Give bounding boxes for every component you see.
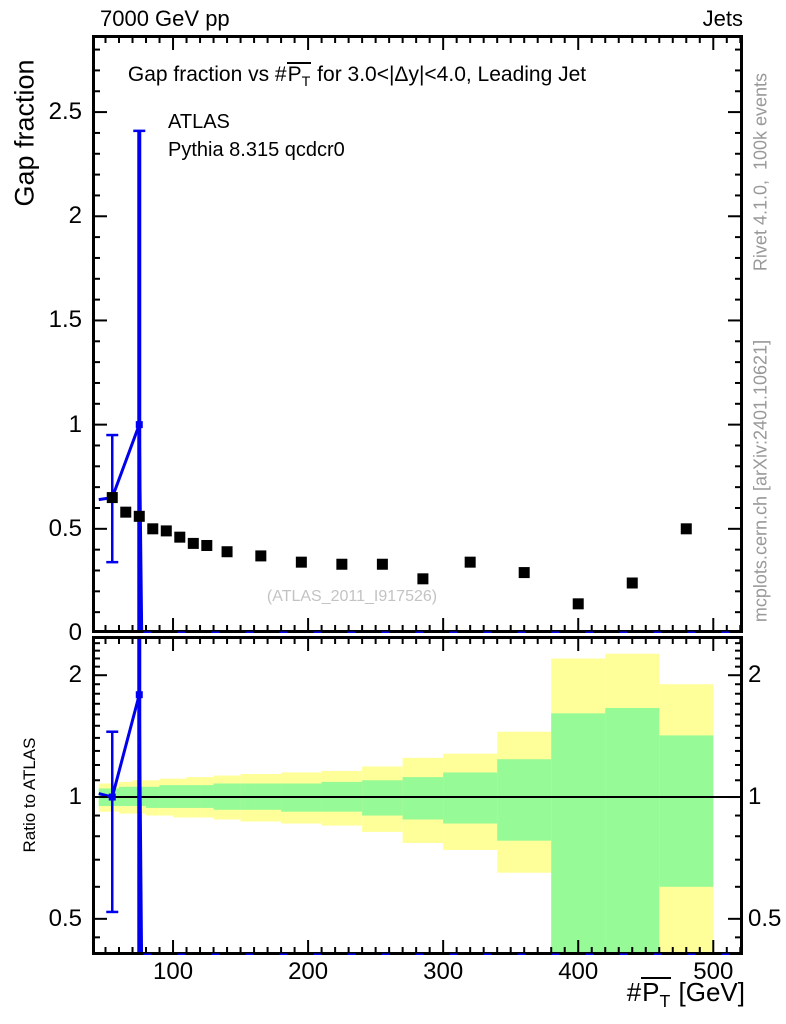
- plot-title: Gap fraction vs #PT for 3.0<|Δy|<4.0, Le…: [92, 62, 622, 90]
- plot-title-post: for 3.0<|Δy|<4.0, Leading Jet: [311, 63, 587, 86]
- pythia-ratio-curve: [98, 636, 144, 955]
- main-axes-frame: [92, 35, 743, 633]
- x-tick-label: 200: [288, 958, 329, 985]
- x-axis-title-post: [GeV]: [671, 977, 745, 1007]
- main-y-axis-title: Gap fraction: [9, 59, 40, 207]
- plot-title-pre: Gap fraction vs #: [127, 63, 287, 86]
- ratio-y-tick-label-right: 2: [748, 661, 762, 689]
- green-uncertainty-band: [98, 707, 714, 955]
- ratio-y-tick-label-left: 0.5: [48, 904, 82, 932]
- main-plot-svg: [92, 35, 743, 633]
- legend-item-atlas: ATLAS: [168, 111, 230, 133]
- x-axis-ptbar-letter: P: [642, 977, 660, 1007]
- main-y-tick-label: 1: [68, 410, 82, 438]
- x-axis-title-pre: #: [626, 977, 642, 1007]
- beam-energy-label: 7000 GeV pp: [100, 6, 230, 31]
- mcplots-arxiv-credit: mcplots.cern.ch [arXiv:2401.10621]: [750, 339, 771, 623]
- x-axis-ptbar-symbol: PT: [641, 977, 672, 1012]
- ratio-y-tick-label-right: 0.5: [748, 904, 782, 932]
- analysis-id-watermark: (ATLAS_2011_I917526): [266, 588, 438, 605]
- analysis-group-label: Jets: [702, 6, 743, 31]
- ptbar-letter: P: [287, 63, 302, 86]
- x-axis-title: #PT [GeV]: [445, 977, 745, 1011]
- ratio-plot-svg: [92, 636, 743, 955]
- ratio-y-tick-label-left: 2: [68, 661, 82, 689]
- ptbar-subscript: T: [301, 74, 311, 91]
- atlas-data-points: [106, 492, 692, 610]
- main-y-tick-label: 1.5: [48, 306, 82, 334]
- ptbar-symbol: PT: [286, 62, 312, 91]
- main-y-tick-label: 0.5: [48, 514, 82, 542]
- ratio-y-tick-label-right: 1: [748, 783, 762, 811]
- main-y-tick-label: 0: [68, 619, 82, 646]
- legend-item-pythia: Pythia 8.315 qcdcr0: [168, 139, 345, 161]
- x-tick-label: 100: [153, 958, 194, 985]
- ratio-y-axis-title: Ratio to ATLAS: [20, 737, 39, 853]
- x-axis-ptbar-subscript: T: [659, 991, 671, 1012]
- rivet-version-credit: Rivet 4.1.0, 100k events: [750, 72, 771, 272]
